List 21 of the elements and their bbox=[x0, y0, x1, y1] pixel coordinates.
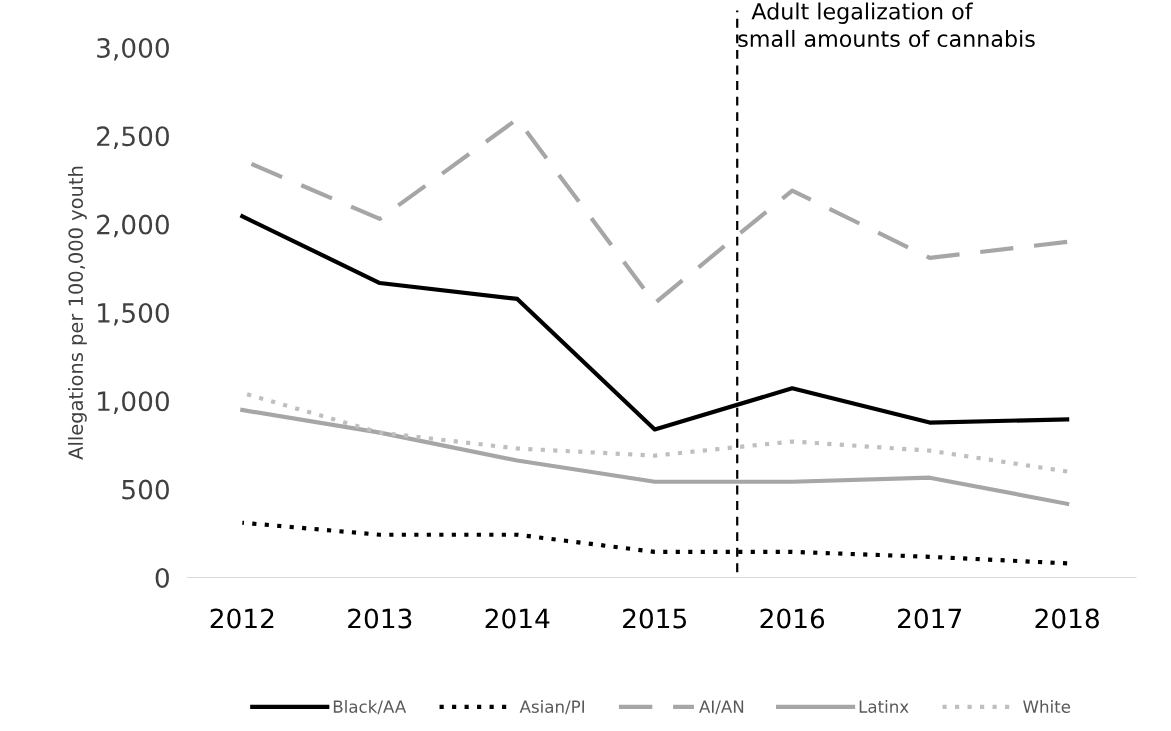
legend-label: Black/AA bbox=[333, 700, 407, 715]
x-tick-label: 2016 bbox=[760, 608, 825, 629]
x-tick-label: 2018 bbox=[1035, 608, 1099, 629]
legend-label: White bbox=[1023, 700, 1071, 713]
y-tick-label: 3,000 bbox=[97, 37, 169, 61]
ref-line-label: Adult legalization of small amounts of cannabis bbox=[738, 2, 1035, 48]
y-tick-label: 1,000 bbox=[98, 391, 169, 414]
x-tick-label: 2017 bbox=[898, 608, 961, 629]
x-tick-label: 2014 bbox=[485, 608, 550, 629]
legend-label: Asian/PI bbox=[519, 700, 584, 715]
x-tick-label: 2015 bbox=[623, 608, 687, 629]
y-tick-label: 2,500 bbox=[97, 126, 169, 149]
legend-label: Latinx bbox=[859, 700, 909, 713]
y-tick-label: 2,000 bbox=[97, 214, 169, 238]
x-tick-label: 2012 bbox=[210, 608, 274, 629]
legend-label: AI/AN bbox=[699, 700, 744, 715]
y-tick-label: 0 bbox=[155, 567, 169, 588]
y-axis-title: Allegations per 100,000 youth bbox=[67, 166, 87, 460]
x-tick-label: 2013 bbox=[348, 608, 412, 629]
y-tick-label: 1,500 bbox=[98, 302, 169, 326]
y-tick-label: 500 bbox=[122, 479, 169, 500]
